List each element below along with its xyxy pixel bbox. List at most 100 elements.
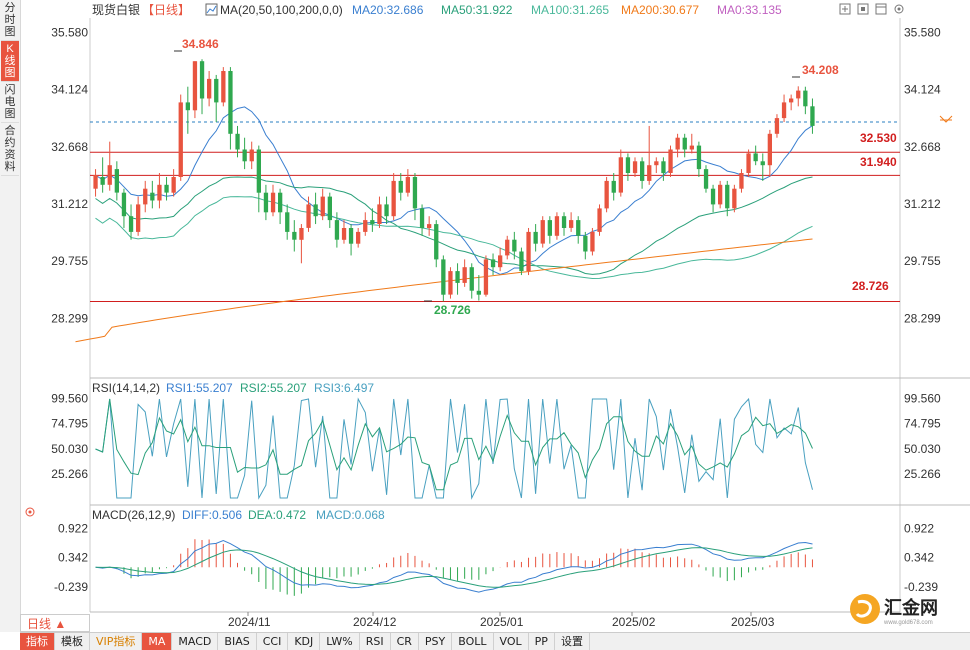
candle-down [348, 228, 354, 244]
candle-up [377, 204, 382, 224]
candle-up [767, 133, 772, 166]
date-label: 2025/01 [480, 615, 524, 629]
kdj-button[interactable]: KDJ [288, 633, 321, 650]
price-tick-right: 34.124 [904, 83, 941, 97]
candle-up [207, 78, 212, 99]
candle-down [150, 192, 155, 201]
macd-label: MACD(26,12,9) [92, 508, 175, 522]
macd-dea-value: DEA:0.472 [248, 508, 306, 522]
symbol-name: 现货白银 [92, 2, 140, 17]
rsi-fast-line [95, 397, 813, 500]
settings-gear-icon[interactable] [894, 4, 904, 14]
logo-text: 汇金网 [884, 597, 938, 618]
price-tick-left: 31.212 [51, 197, 88, 211]
window-icon[interactable] [875, 3, 887, 15]
candle-up [249, 149, 254, 162]
rsi-button[interactable]: RSI [360, 633, 391, 650]
candle-down [476, 290, 481, 295]
candle-up [739, 173, 744, 189]
candle-up [221, 71, 226, 103]
price-tick-right: 28.299 [904, 311, 941, 325]
expand-icon[interactable] [839, 3, 851, 15]
level3-label: 28.726 [852, 279, 889, 293]
lw-button[interactable]: LW% [320, 633, 360, 650]
boll-button[interactable]: BOLL [452, 633, 494, 650]
candle-up [597, 208, 602, 232]
candle-down [199, 61, 205, 99]
period-selector[interactable]: 日线 ▲ [20, 614, 90, 632]
ma-toggle-icon[interactable] [205, 3, 218, 16]
candle-down [753, 153, 758, 162]
candle-down [469, 267, 474, 291]
candle-down [327, 196, 332, 221]
candle-down [128, 216, 134, 232]
candle-up [405, 177, 410, 193]
candle-up [505, 239, 510, 256]
collapse-arrow-icon[interactable] [939, 115, 953, 123]
candle-down [661, 161, 666, 174]
rsi-tick-right: 74.795 [904, 417, 941, 431]
macd-button[interactable]: MACD [172, 633, 219, 650]
site-logo: 汇金网 www.gold678.com [848, 592, 960, 626]
psy-button[interactable]: PSY [419, 633, 453, 650]
chart-area[interactable]: 现货白银 【日线】 MA(20,50,100,200,0,0) MA20:32.… [20, 0, 970, 632]
macd-dea-line [95, 547, 813, 588]
rsi-label: RSI(14,14,2) [92, 381, 160, 395]
candle-down [263, 192, 269, 213]
macd-tick-left: -0.239 [54, 580, 88, 594]
level2-label: 31.940 [860, 155, 897, 169]
candle-up [363, 220, 368, 232]
pp-button[interactable]: PP [529, 633, 555, 650]
macd-histogram [102, 539, 813, 596]
price-tick-left: 32.668 [51, 140, 88, 154]
candle-down [583, 235, 588, 252]
kline-chart[interactable]: 现货白银 【日线】 MA(20,50,100,200,0,0) MA20:32.… [20, 0, 970, 632]
bias-button[interactable]: BIAS [218, 633, 257, 650]
candle-down [640, 161, 645, 181]
template-tab[interactable]: 模板 [55, 633, 90, 650]
candle-up [732, 188, 737, 209]
tab-timeshare[interactable]: 分时图 [1, 0, 19, 41]
date-label: 2025/03 [731, 615, 775, 629]
settings-button[interactable]: 设置 [555, 633, 590, 650]
candle-down [710, 188, 716, 205]
ma0-value: MA0:33.135 [717, 3, 782, 17]
candle-up [718, 184, 723, 205]
ma-button[interactable]: MA [142, 633, 173, 650]
candle-down [100, 177, 105, 185]
price-axis-left: 35.580 34.124 32.668 31.212 29.755 28.299 [51, 26, 88, 326]
date-label: 2024/11 [228, 615, 271, 629]
ma50-line [95, 176, 813, 275]
candle-down [512, 239, 517, 252]
candle-up [675, 137, 680, 150]
vip-indicator-tab[interactable]: VIP指标 [90, 633, 143, 650]
high-annotation: 34.846 [182, 37, 219, 51]
macd-tick-right: -0.239 [904, 580, 938, 594]
candle-down [256, 149, 261, 193]
macd-settings-icon[interactable] [25, 507, 35, 517]
fullscreen-icon[interactable] [857, 3, 869, 15]
macd-diff-value: DIFF:0.506 [182, 508, 242, 522]
ma200-value: MA200:30.677 [621, 3, 699, 17]
candle-down [441, 259, 446, 295]
tab-contract-info[interactable]: 合约资料 [1, 123, 19, 176]
macd-diff-line [95, 539, 813, 593]
rsi3-value: RSI3:6.497 [314, 381, 374, 395]
candle-down [490, 259, 496, 268]
vol-button[interactable]: VOL [494, 633, 529, 650]
date-axis: 2024/11 2024/12 2025/01 2025/02 2025/03 [228, 612, 775, 629]
ma100-line [95, 196, 813, 280]
candle-up [498, 255, 503, 268]
tab-flash[interactable]: 闪电图 [1, 82, 19, 123]
cr-button[interactable]: CR [391, 633, 419, 650]
candle-down [611, 180, 616, 193]
ma-label: MA(20,50,100,200,0,0) [220, 3, 343, 17]
candle-up [93, 175, 98, 189]
candle-down [696, 145, 702, 170]
logo-icon [850, 594, 880, 624]
rsi-slow-line [95, 398, 813, 491]
cci-button[interactable]: CCI [257, 633, 289, 650]
indicator-tab[interactable]: 指标 [20, 633, 55, 650]
candle-down [810, 106, 815, 126]
